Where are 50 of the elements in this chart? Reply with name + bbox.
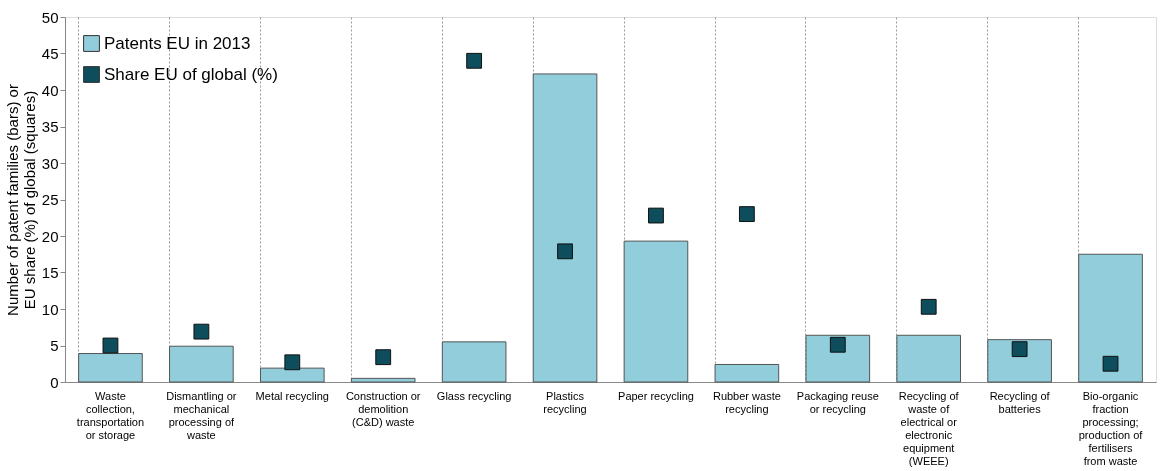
point [375,349,392,366]
y-tick-label: 20 [41,227,59,245]
y-tick-label: 15 [41,264,59,281]
x-tick-label: Glass recycling [436,389,512,402]
bar [78,353,143,383]
bar [896,334,962,383]
point [284,354,301,371]
x-tick-label: Packaging reuse or recycling [796,389,879,415]
legend-label: Share EU of global (%) [104,64,278,84]
bar [805,334,871,383]
y-tick-label: 40 [41,81,59,99]
y-tick-label: 30 [41,154,59,172]
point [829,336,846,353]
y-tick-label: 35 [41,118,59,135]
x-tick-label: Construction or demolition (C&D) waste [345,389,421,428]
x-tick-label: Dismantling or mechanical processing of waste [166,389,237,441]
point [738,206,755,223]
x-tick-label: Recycling of waste of electrical or electronic equipment (WEEE) [898,389,960,467]
bar [441,341,507,383]
x-tick-label: Rubber waste recycling [712,389,781,415]
x-tick-label: Bio-organic fraction processing; production of fertilisers from waste [1078,389,1144,467]
y-tick-label: 25 [41,191,59,208]
bar [169,345,234,383]
point [193,323,210,340]
y-tick-label: 50 [41,8,59,26]
bar [714,363,780,383]
y-axis-title: Number of patent families (bars) or EU share (%) of global (squares) [3,84,38,316]
point [920,298,937,315]
point [1102,355,1119,372]
y-tick-label: 5 [50,337,59,354]
point [557,243,573,260]
bar [259,367,325,383]
bar [1078,253,1143,383]
legend-label: Patents EU in 2013 [104,33,251,53]
x-tick-label: Recycling of batteries [989,389,1051,415]
point [648,207,664,224]
point [466,52,483,69]
x-tick-label: Metal recycling [255,389,329,402]
point [102,337,119,354]
x-tick-label: Plastics recycling [543,389,587,415]
x-tick-label: Waste collection, transportation or storage [76,389,145,441]
bar [532,73,598,383]
y-tick-label: 10 [41,300,59,318]
bar [987,339,1052,383]
bar [623,240,689,383]
y-tick-label: 45 [41,45,59,62]
point [1011,341,1028,358]
bar [350,377,416,383]
y-tick-label: 0 [50,373,59,391]
x-tick-label: Paper recycling [618,389,694,402]
